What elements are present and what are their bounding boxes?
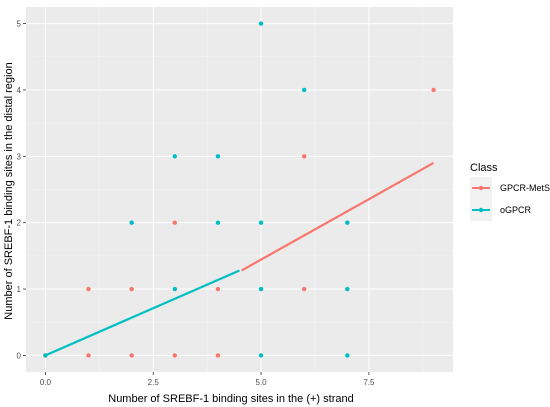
y-tick-label: 2 [17, 219, 22, 228]
data-point-ogpcr [345, 220, 350, 225]
y-axis-title: Number of SREBF-1 binding sites in the d… [3, 62, 15, 319]
data-point-ogpcr [258, 21, 264, 26]
legend-key-point-ogpcr [478, 207, 484, 213]
data-point-gpcr-mets [431, 87, 436, 93]
data-point-ogpcr [258, 286, 264, 292]
data-point-ogpcr [129, 220, 134, 225]
y-tick-label: 4 [17, 86, 22, 95]
data-point-ogpcr [258, 220, 264, 225]
data-point-gpcr-mets [215, 286, 221, 292]
fit-line-ogpcr [44, 269, 240, 357]
x-tick-label: 2.5 [148, 378, 160, 387]
data-point-ogpcr [345, 353, 350, 358]
data-point-gpcr-mets [86, 353, 91, 358]
legend: Class GPCR-MetS oGPCR [470, 162, 550, 221]
legend-label-gpcr-mets: GPCR-MetS [500, 183, 550, 193]
x-axis-title: Number of SREBF-1 binding sites in the (… [108, 393, 353, 405]
y-tick-label: 0 [17, 351, 22, 360]
y-tick-label: 1 [17, 285, 22, 294]
data-point-ogpcr [345, 286, 350, 292]
data-point-gpcr-mets [215, 353, 221, 358]
data-point-gpcr-mets [172, 220, 178, 225]
data-point-gpcr-mets [301, 154, 307, 159]
fit-lines [44, 161, 435, 357]
x-tick-label: 0.0 [40, 378, 52, 387]
data-point-ogpcr [301, 87, 307, 93]
data-point-ogpcr [172, 286, 178, 292]
y-axis-ticks: 0 1 2 3 4 5 [17, 20, 26, 360]
major-gridlines [26, 7, 453, 372]
legend-key-point-gpcr-mets [478, 185, 484, 191]
data-point-ogpcr [172, 154, 178, 159]
legend-label-ogpcr: oGPCR [500, 205, 532, 215]
data-point-gpcr-mets [129, 286, 134, 292]
y-tick-label: 3 [17, 152, 22, 161]
data-point-ogpcr [215, 220, 221, 225]
minor-gridlines [26, 7, 453, 372]
data-point-ogpcr [258, 353, 264, 358]
x-axis-ticks: 0.0 2.5 5.0 7.5 [40, 372, 375, 387]
data-point-gpcr-mets [172, 353, 178, 358]
x-tick-label: 7.5 [363, 378, 375, 387]
fit-line-gpcr-mets [241, 161, 435, 272]
y-tick-label: 5 [17, 20, 22, 29]
data-point-gpcr-mets [86, 286, 91, 292]
x-tick-label: 5.0 [256, 378, 268, 387]
legend-title: Class [470, 162, 498, 174]
data-point-gpcr-mets [301, 286, 307, 292]
data-points [43, 21, 436, 358]
data-point-ogpcr [43, 353, 48, 358]
data-point-gpcr-mets [129, 353, 134, 358]
data-point-ogpcr [215, 154, 221, 159]
